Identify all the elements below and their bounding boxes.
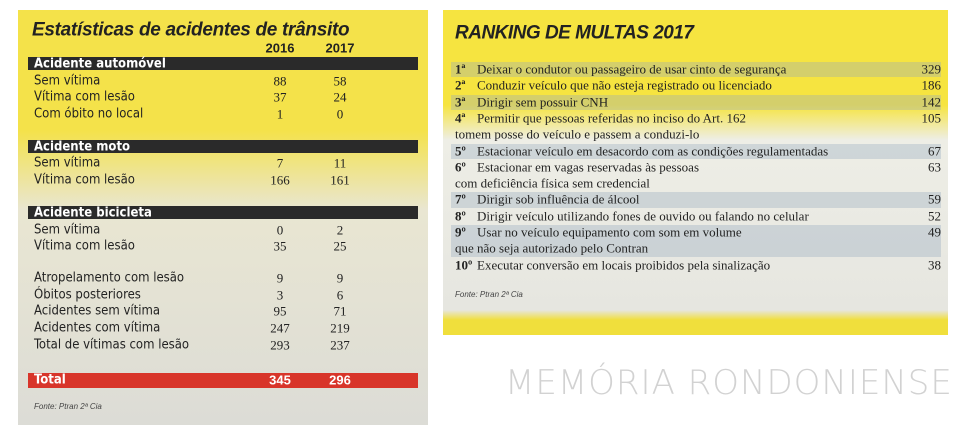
section-heading: Acidente automóvel (34, 56, 166, 72)
row-value: 161 (330, 172, 350, 188)
row-value: 88 (273, 73, 287, 89)
fine-value: 329 (921, 61, 942, 77)
fine-text: Estacionar veículo em desacordo com as c… (477, 143, 829, 158)
total-value: 345 (269, 372, 291, 388)
fine-text: Usar no veículo equipamento com som em v… (477, 224, 742, 240)
row-label: Vítima com lesão (34, 172, 135, 188)
total-bar (28, 373, 418, 388)
fine-text: com deficiência física sem credencial (455, 175, 650, 191)
row-value: 2 (336, 222, 344, 238)
rank: 4ª (455, 110, 466, 126)
row-value: 37 (273, 89, 287, 105)
fine-text: Dirigir sem possuir CNH (477, 94, 609, 110)
rank: 5º (455, 143, 466, 158)
panel-title: Estatísticas de acidentes de trânsito (32, 19, 350, 41)
fine-value: 49 (928, 224, 941, 240)
row-stripe (451, 143, 941, 159)
row-value: 71 (333, 303, 347, 319)
column-header: 2016 (265, 40, 295, 56)
rank: 7º (455, 191, 466, 207)
fine-text: tomem posse do veículo e passem a conduz… (455, 126, 700, 142)
fine-text: Estacionar em vagas reservadas às pessoa… (477, 159, 699, 175)
row-stripe (451, 94, 941, 110)
row-value: 9 (276, 270, 284, 286)
row-stripe (451, 62, 941, 78)
fine-value: 105 (921, 110, 942, 126)
fine-text: Executar conversão em locais proibidos p… (477, 257, 771, 273)
row-value: 58 (333, 73, 347, 89)
row-label: Óbitos posteriores (34, 287, 141, 303)
row-value: 35 (273, 238, 287, 254)
row-value: 24 (333, 89, 347, 105)
row-label: Sem vítima (34, 222, 101, 238)
section-heading: Acidente moto (34, 139, 131, 155)
row-value: 166 (270, 172, 290, 188)
section-bar (28, 206, 418, 219)
rank: 9º (455, 224, 466, 240)
row-value: 6 (336, 287, 344, 303)
rank: 3ª (455, 94, 466, 110)
row-label: Sem vítima (34, 155, 101, 171)
row-label: Atropelamento com lesão (34, 270, 185, 286)
row-value: 11 (333, 155, 347, 171)
row-value: 95 (273, 303, 287, 319)
row-label: Acidentes com vítima (34, 320, 161, 336)
fine-value: 142 (921, 94, 942, 110)
section-heading: Acidente bicicleta (34, 205, 152, 221)
row-label: Com óbito no local (34, 106, 144, 122)
section-bar (28, 57, 418, 70)
row-value: 9 (336, 270, 344, 286)
rank: 6º (455, 159, 466, 175)
rank: 10º (455, 257, 473, 273)
column-header: 2017 (325, 40, 355, 56)
row-label: Vítima com lesão (34, 89, 135, 105)
source: Fonte: Ptran 2ª Cia (455, 290, 523, 299)
row-label: Total de vítimas com lesão (34, 337, 190, 353)
total-label: Total (34, 372, 66, 388)
row-stripe (451, 225, 941, 257)
source: Fonte: Ptran 2ª Cia (34, 402, 102, 411)
panel-title: RANKING DE MULTAS 2017 (455, 22, 694, 44)
fine-value: 63 (928, 159, 941, 175)
fines-ranking-panel: RANKING DE MULTAS 2017 1ª 329 Deixar o cond… (443, 10, 948, 335)
row-label: Sem vítima (34, 73, 101, 89)
row-value: 1 (276, 106, 284, 122)
row-value: 219 (330, 320, 350, 336)
row-value: 7 (276, 155, 284, 171)
row-label: Acidentes sem vítima (34, 303, 161, 319)
section-bar (28, 139, 418, 153)
watermark: MEMÓRIA RONDONIENSE (505, 363, 953, 403)
rank: 2ª (455, 77, 466, 93)
fine-value: 186 (921, 77, 942, 93)
row-value: 25 (333, 238, 347, 254)
fine-text: Dirigir sob influência de álcool (477, 191, 640, 207)
fine-text: que não seja autorizado pelo Contran (455, 240, 649, 256)
fine-text: Deixar o condutor ou passageiro de usar … (477, 61, 787, 77)
rank: 1ª (455, 61, 466, 77)
row-value: 247 (270, 320, 290, 336)
rank: 8º (455, 208, 466, 224)
fine-value: 59 (928, 191, 941, 207)
row-label: Vítima com lesão (34, 238, 135, 254)
row-stripe (451, 192, 941, 208)
fine-text: Permitir que pessoas referidas no inciso… (477, 110, 746, 126)
row-value: 293 (270, 337, 290, 353)
total-value: 296 (329, 372, 351, 388)
fine-value: 67 (928, 143, 941, 158)
row-value: 0 (336, 106, 344, 122)
fine-value: 52 (928, 208, 941, 224)
fine-text: Dirigir veículo utilizando fones de ouvi… (477, 208, 809, 224)
fine-text: Conduzir veículo que não esteja registra… (477, 77, 772, 93)
accident-stats-panel: Estatísticas de acidentes de trânsito 201… (18, 10, 428, 425)
row-value: 0 (276, 222, 284, 238)
fine-value: 38 (928, 257, 941, 273)
row-value: 3 (276, 287, 284, 303)
row-value: 237 (330, 337, 350, 353)
